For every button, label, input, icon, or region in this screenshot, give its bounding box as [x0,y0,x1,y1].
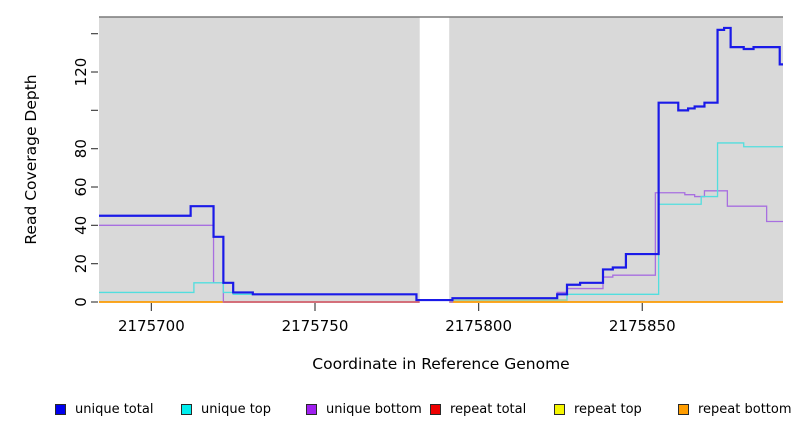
legend-label: unique total [75,401,154,417]
y-tick-label: 0 [72,297,90,307]
y-axis-title: Read Coverage Depth [22,74,40,244]
legend-item-unique-bottom: unique bottom [306,401,422,417]
legend-swatch-icon [554,403,565,415]
x-tick-label: 2175850 [609,317,676,335]
legend-item-unique-total: unique total [55,401,153,417]
series-unique-total [99,26,783,302]
x-tick-label: 2175750 [282,317,349,335]
legend-label: repeat top [574,401,642,417]
legend-swatch-icon [181,403,192,415]
legend: unique total unique top unique bottom repea… [0,401,792,423]
legend-swatch-icon [678,403,689,415]
legend-label: repeat total [450,401,527,417]
legend-swatch-icon [55,403,66,415]
coverage-chart: 0 20 40 60 80 120 2175700 2175750 2175800 2175850… [22,14,783,373]
legend-item-repeat-total: repeat total [430,401,526,417]
legend-item-unique-top: unique top [181,401,271,417]
y-tick-label: 120 [72,58,90,87]
legend-swatch-icon [430,403,441,415]
y-tick-label: 40 [72,216,90,235]
legend-label: unique top [201,401,272,417]
legend-label: repeat bottom [698,401,792,417]
y-tick-label: 20 [72,254,90,273]
legend-item-repeat-bottom: repeat bottom [678,401,792,417]
y-tick-label: 60 [72,177,90,196]
series-unique-top [99,142,783,301]
legend-swatch-icon [306,403,317,415]
legend-label: unique bottom [326,401,422,417]
legend-item-repeat-top: repeat top [554,401,642,417]
x-axis-title: Coordinate in Reference Genome [312,355,569,373]
x-tick-label: 2175800 [445,317,512,335]
masked-region [419,14,450,303]
x-tick-label: 2175700 [118,317,185,335]
y-tick-label: 80 [72,139,90,158]
